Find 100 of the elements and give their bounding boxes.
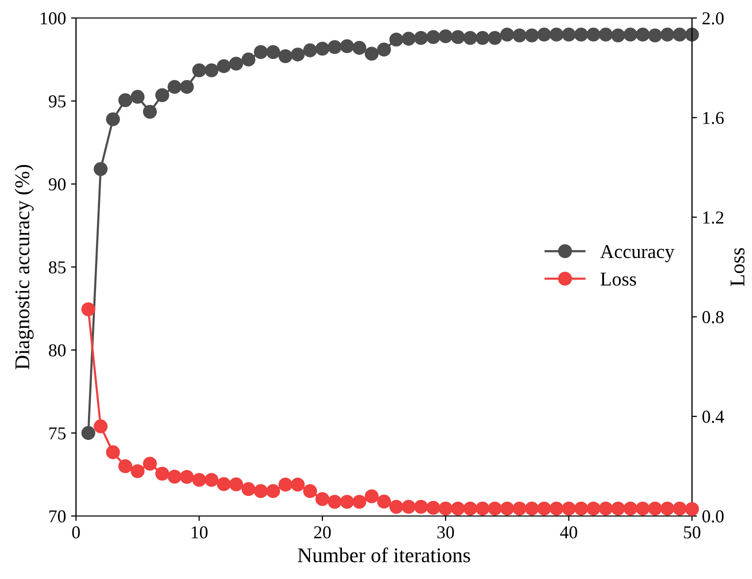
point (340, 39, 354, 54)
x-tick-label: 10 (192, 526, 208, 538)
point (94, 419, 108, 434)
point (278, 49, 292, 64)
point (242, 482, 256, 496)
point (328, 494, 342, 509)
y2-tick-label: 0.4 (702, 410, 724, 423)
point (648, 502, 662, 516)
point (574, 28, 588, 42)
point (476, 30, 490, 45)
point (402, 32, 416, 46)
point (254, 45, 268, 59)
point (254, 484, 268, 498)
legend-label: Loss (600, 272, 636, 286)
point (660, 28, 674, 42)
point (81, 302, 96, 316)
point (648, 28, 662, 42)
point (537, 502, 552, 516)
point (586, 28, 600, 42)
point (81, 426, 96, 440)
point (278, 478, 292, 492)
y-tick-label: 75 (49, 427, 66, 440)
point (130, 464, 145, 478)
point (414, 30, 428, 45)
y-tick-label: 70 (49, 510, 66, 522)
x-axis-title: Number of iterations (298, 547, 470, 562)
point (426, 500, 440, 515)
point (438, 29, 453, 44)
point (94, 162, 108, 176)
x-tick-label: 0 (72, 526, 80, 538)
point (266, 484, 280, 498)
point (672, 502, 687, 516)
y2-tick-label: 1.6 (703, 112, 724, 124)
point (685, 502, 699, 516)
point (414, 500, 428, 514)
point (550, 28, 564, 42)
point (636, 502, 650, 516)
point (476, 502, 490, 516)
point (450, 30, 465, 44)
point (168, 470, 182, 484)
y-axis-title: Diagnostic accuracy (%) (14, 164, 34, 370)
y2-tick-label: 0.0 (702, 510, 724, 523)
point (340, 494, 354, 509)
point (524, 502, 539, 516)
point (290, 478, 305, 492)
legend-label: Accuracy (600, 245, 674, 262)
point (598, 28, 613, 42)
point (303, 484, 318, 498)
point (180, 470, 194, 484)
point (303, 43, 318, 58)
point (463, 502, 478, 516)
point (229, 477, 244, 492)
point (180, 80, 194, 94)
point (500, 28, 514, 42)
point (672, 28, 687, 42)
x-tick-label: 50 (684, 526, 700, 538)
point (524, 28, 539, 42)
point (463, 30, 478, 45)
point (611, 502, 626, 516)
y2-axis-title: Loss (730, 248, 745, 286)
point (290, 48, 305, 62)
point (450, 502, 465, 516)
point (352, 40, 366, 55)
point (328, 40, 342, 54)
point (389, 32, 404, 47)
point (352, 494, 366, 509)
point (636, 28, 650, 42)
point (402, 500, 416, 514)
point (438, 502, 453, 516)
point (204, 63, 218, 78)
point (155, 466, 170, 481)
y-tick-label: 90 (48, 178, 66, 190)
point (500, 502, 514, 516)
point (512, 28, 526, 42)
point (574, 502, 588, 516)
point (315, 42, 330, 56)
point (204, 472, 218, 487)
point (623, 28, 638, 42)
y-tick-label: 95 (48, 95, 66, 108)
point (155, 88, 170, 102)
point (550, 502, 564, 516)
point (266, 45, 280, 59)
point (488, 30, 502, 45)
x-tick-label: 20 (314, 526, 331, 538)
point (611, 28, 626, 42)
point (537, 28, 552, 42)
point (142, 104, 157, 119)
point (660, 502, 674, 516)
point (192, 472, 206, 487)
y2-tick-label: 1.2 (703, 212, 724, 224)
point (426, 30, 440, 44)
point (216, 477, 231, 492)
point (562, 502, 576, 516)
point (488, 502, 502, 516)
point (598, 502, 613, 516)
point (315, 492, 330, 506)
point (377, 42, 391, 56)
point (242, 52, 256, 66)
point (118, 459, 132, 474)
point (229, 56, 244, 71)
